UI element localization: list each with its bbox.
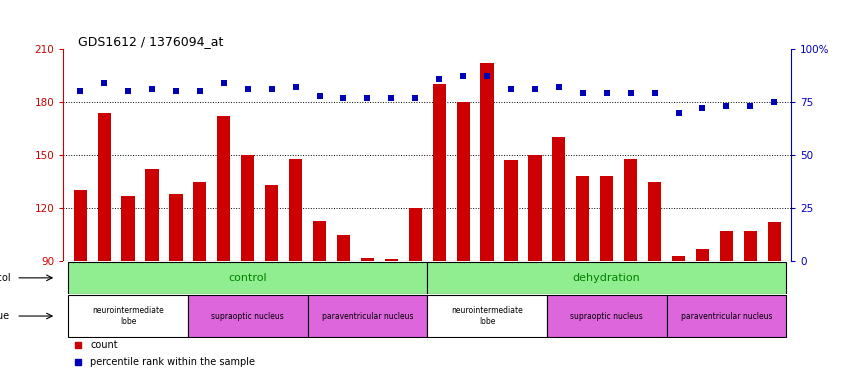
Bar bbox=[672, 256, 685, 261]
Point bbox=[648, 90, 662, 96]
Bar bbox=[74, 190, 87, 261]
Text: dehydration: dehydration bbox=[573, 273, 640, 283]
Point bbox=[695, 105, 709, 111]
Bar bbox=[169, 194, 183, 261]
Point bbox=[481, 74, 494, 80]
Point bbox=[504, 86, 518, 92]
Point bbox=[241, 86, 255, 92]
Bar bbox=[217, 116, 230, 261]
Bar bbox=[308, 296, 427, 337]
Bar bbox=[69, 296, 188, 337]
Bar bbox=[600, 176, 613, 261]
Bar bbox=[241, 155, 255, 261]
Bar bbox=[122, 196, 135, 261]
Point bbox=[624, 90, 637, 96]
Point bbox=[672, 110, 685, 116]
Text: supraoptic nucleus: supraoptic nucleus bbox=[570, 312, 643, 321]
Bar bbox=[648, 182, 662, 261]
Bar bbox=[767, 222, 781, 261]
Point bbox=[432, 75, 446, 81]
Point bbox=[385, 94, 398, 100]
Bar bbox=[69, 262, 427, 294]
Bar bbox=[97, 112, 111, 261]
Bar bbox=[576, 176, 590, 261]
Point bbox=[528, 86, 541, 92]
Bar bbox=[427, 296, 547, 337]
Point bbox=[360, 94, 374, 100]
Bar bbox=[385, 260, 398, 261]
Bar bbox=[624, 159, 637, 261]
Bar bbox=[289, 159, 302, 261]
Point bbox=[193, 88, 206, 94]
Point bbox=[337, 94, 350, 100]
Point bbox=[552, 84, 566, 90]
Text: GDS1612 / 1376094_at: GDS1612 / 1376094_at bbox=[78, 34, 223, 48]
Bar bbox=[360, 258, 374, 261]
Point bbox=[169, 88, 183, 94]
Point bbox=[265, 86, 278, 92]
Bar bbox=[409, 208, 422, 261]
Point bbox=[146, 86, 159, 92]
Bar bbox=[744, 231, 757, 261]
Bar bbox=[696, 249, 709, 261]
Point bbox=[744, 103, 757, 109]
Text: percentile rank within the sample: percentile rank within the sample bbox=[91, 357, 255, 366]
Text: tissue: tissue bbox=[0, 311, 10, 321]
Text: supraoptic nucleus: supraoptic nucleus bbox=[212, 312, 284, 321]
Bar bbox=[337, 235, 350, 261]
Bar bbox=[552, 137, 565, 261]
Bar bbox=[504, 160, 518, 261]
Bar bbox=[313, 220, 326, 261]
Point bbox=[288, 84, 302, 90]
Bar bbox=[265, 185, 278, 261]
Point bbox=[97, 80, 111, 86]
Text: count: count bbox=[91, 340, 118, 350]
Text: protocol: protocol bbox=[0, 273, 10, 283]
Point bbox=[456, 74, 470, 80]
Point bbox=[767, 99, 781, 105]
Text: paraventricular nucleus: paraventricular nucleus bbox=[681, 312, 772, 321]
Bar bbox=[720, 231, 733, 261]
Bar bbox=[193, 182, 206, 261]
Bar bbox=[529, 155, 541, 261]
Point bbox=[409, 94, 422, 100]
Point bbox=[313, 93, 327, 99]
Bar bbox=[146, 169, 158, 261]
Text: neurointermediate
lobe: neurointermediate lobe bbox=[92, 306, 164, 326]
Point bbox=[74, 88, 87, 94]
Bar bbox=[481, 63, 494, 261]
Point bbox=[217, 80, 231, 86]
Point bbox=[600, 90, 613, 96]
Bar bbox=[667, 296, 786, 337]
Bar bbox=[457, 102, 470, 261]
Point bbox=[720, 103, 733, 109]
Text: paraventricular nucleus: paraventricular nucleus bbox=[321, 312, 413, 321]
Bar bbox=[547, 296, 667, 337]
Bar bbox=[432, 84, 446, 261]
Point bbox=[121, 88, 135, 94]
Bar bbox=[188, 296, 308, 337]
Bar bbox=[427, 262, 786, 294]
Point bbox=[576, 90, 590, 96]
Text: control: control bbox=[228, 273, 267, 283]
Text: neurointermediate
lobe: neurointermediate lobe bbox=[451, 306, 523, 326]
